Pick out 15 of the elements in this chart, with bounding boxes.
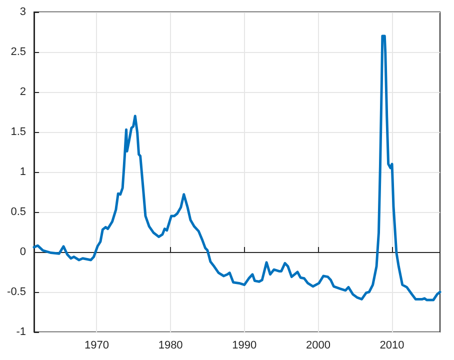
y-tick-label: 1.5 bbox=[10, 126, 26, 138]
x-tick-label: 1990 bbox=[232, 340, 257, 352]
x-tick-label: 1970 bbox=[84, 340, 109, 352]
y-tick-label: 1 bbox=[20, 166, 26, 178]
y-tick-label: 2 bbox=[20, 86, 26, 98]
y-tick-label: 0 bbox=[20, 246, 26, 258]
y-tick-label: -1 bbox=[16, 326, 26, 338]
x-tick-label: 2010 bbox=[380, 340, 404, 352]
y-tick-label: 2.5 bbox=[10, 46, 26, 58]
x-tick-label: 1980 bbox=[158, 340, 183, 352]
y-tick-label: -0.5 bbox=[7, 286, 26, 298]
x-tick-label: 2000 bbox=[306, 340, 330, 352]
line-series bbox=[32, 34, 442, 302]
y-tick-label: 0.5 bbox=[10, 206, 26, 218]
y-tick-label: 3 bbox=[20, 6, 26, 18]
